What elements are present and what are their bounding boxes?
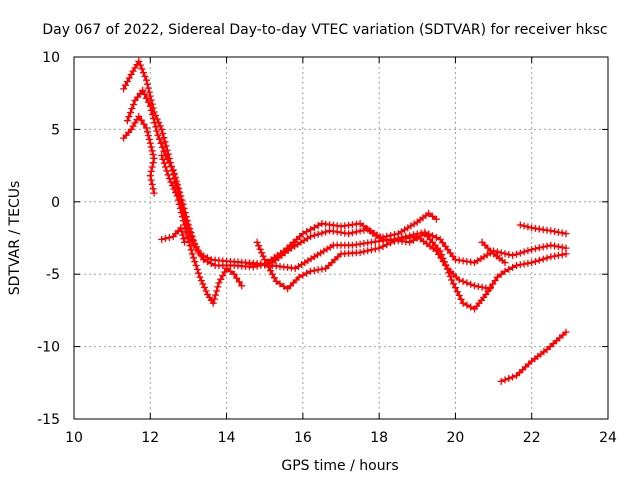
x-tick-label: 12 — [141, 430, 159, 446]
x-tick-label: 20 — [447, 430, 465, 446]
x-tick-label: 16 — [294, 430, 312, 446]
series-markers — [158, 224, 189, 246]
x-tick-label: 24 — [599, 430, 617, 446]
x-tick-label: 22 — [523, 430, 541, 446]
series-track-c — [120, 112, 158, 197]
x-axis-label: GPS time / hours — [281, 458, 398, 474]
chart-title: Day 067 of 2022, Sidereal Day-to-day VTE… — [42, 22, 607, 38]
series-markers — [516, 221, 570, 238]
y-tick-label: -5 — [46, 267, 60, 283]
series-markers — [120, 112, 158, 197]
series-markers — [478, 238, 509, 267]
plot-frame — [73, 56, 609, 420]
series-track-i — [516, 221, 570, 238]
series-track-b — [123, 86, 570, 271]
y-tick-label: -15 — [37, 412, 60, 428]
tick-layer: 10 12 14 16 18 20 22 24 -15 -10 -5 0 5 10 — [37, 50, 617, 446]
data-layer — [120, 57, 570, 385]
grid-layer — [74, 57, 608, 419]
x-tick-label: 10 — [65, 430, 83, 446]
series-markers — [158, 152, 246, 307]
x-tick-label: 18 — [370, 430, 388, 446]
series-track-h — [478, 238, 509, 267]
y-tick-label: 10 — [42, 50, 60, 66]
series-track-j — [497, 328, 570, 385]
y-tick-label: -10 — [37, 340, 60, 356]
series-track-g — [246, 230, 570, 313]
y-tick-label: 5 — [51, 122, 60, 138]
series-markers — [497, 328, 570, 385]
series-track-d — [158, 152, 246, 307]
y-tick-label: 0 — [51, 195, 60, 211]
x-tick-label: 14 — [218, 430, 236, 446]
y-axis-label: SDTVAR / TECUs — [7, 181, 23, 296]
series-track-e — [158, 224, 189, 246]
series-markers — [246, 230, 570, 313]
